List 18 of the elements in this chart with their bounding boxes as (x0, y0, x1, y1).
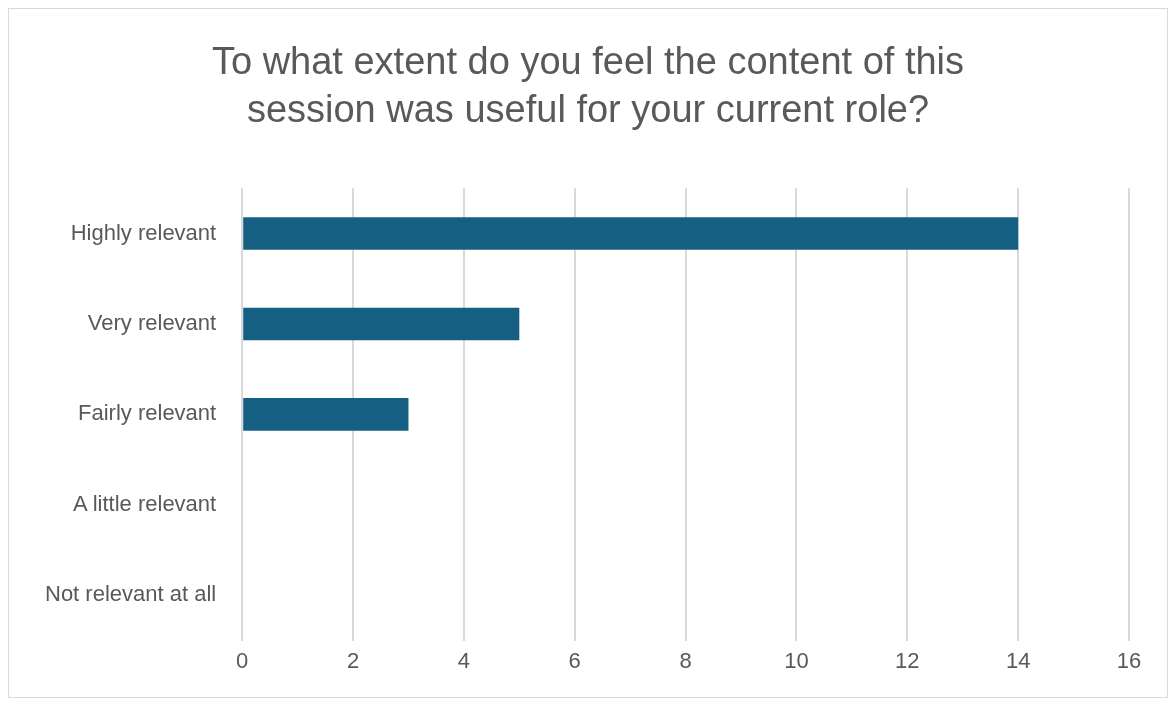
x-tick-label: 14 (1005, 647, 1031, 673)
x-tick-label: 4 (457, 647, 471, 673)
x-tick-label: 16 (1116, 647, 1142, 673)
x-tick-label: 8 (679, 647, 692, 673)
x-tick-label: 10 (784, 647, 809, 673)
bar (243, 217, 1019, 250)
x-tick-label: 12 (895, 647, 920, 673)
bar (243, 307, 520, 341)
y-tick-label: A little relevant (73, 490, 217, 516)
x-tick-label: 2 (346, 647, 360, 673)
y-tick-label: Very relevant (87, 309, 217, 335)
y-tick-label: Not relevant at all (45, 581, 217, 607)
x-tick-label: 0 (236, 647, 249, 673)
chart-title: To what extent do you feel the content of this session was useful for your current role? (210, 39, 965, 132)
y-tick-label: Fairly relevant (78, 400, 217, 426)
y-tick-label: Highly relevant (70, 219, 217, 245)
bar (243, 398, 409, 431)
x-tick-label: 6 (568, 647, 581, 673)
